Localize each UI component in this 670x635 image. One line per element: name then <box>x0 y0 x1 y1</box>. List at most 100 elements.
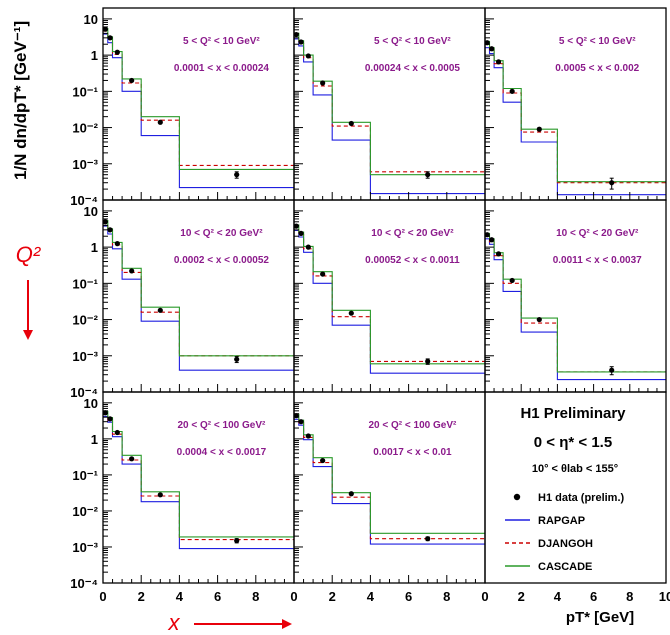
q2-range-label: 10 < Q² < 20 GeV² <box>556 228 639 239</box>
y-tick-label: 10⁻¹ <box>72 84 98 99</box>
q2-arrow-label: Q² <box>16 242 41 267</box>
x-range-label: 0.00052 < x < 0.0011 <box>365 255 460 266</box>
histogram-rapgap <box>294 418 485 545</box>
legend-data-marker <box>513 493 521 501</box>
y-tick-label: 10 <box>84 396 98 411</box>
data-point <box>157 119 163 125</box>
x-tick-label: 0 <box>290 589 297 604</box>
y-tick-label: 10⁻² <box>72 121 98 136</box>
q2-range-label: 10 < Q² < 20 GeV² <box>371 228 454 239</box>
y-tick-label: 10⁻³ <box>72 157 98 172</box>
data-point <box>305 53 311 59</box>
x-axis-label: pT* [GeV] <box>566 609 634 626</box>
q2-range-label: 5 < Q² < 10 GeV² <box>374 36 451 47</box>
histogram-cascade <box>294 32 485 176</box>
y-tick-label: 10⁻² <box>72 313 98 328</box>
data-point <box>320 457 326 464</box>
data-point <box>425 536 431 542</box>
panel-7: 20 < Q² < 100 GeV² 0.0004 < x < 0.0017 <box>102 391 295 584</box>
x-tick-label: 2 <box>138 589 145 604</box>
y-tick-label: 10⁻¹ <box>72 468 98 483</box>
data-point <box>129 268 135 274</box>
y-tick-label: 10⁻³ <box>72 540 98 555</box>
panel-2: 5 < Q² < 10 GeV² 0.00024 < x < 0.0005 <box>293 7 486 201</box>
data-point <box>234 172 240 178</box>
y-tick-label: 10⁻⁴ <box>70 576 98 591</box>
svg-text:1/N dn/dpT* [GeV⁻¹]: 1/N dn/dpT* [GeV⁻¹] <box>11 21 30 180</box>
histogram-djangoh <box>103 413 294 541</box>
y-tick-label: 1 <box>91 240 98 255</box>
q2-range-label: 5 < Q² < 10 GeV² <box>559 36 636 47</box>
x-tick-label: 0 <box>481 589 488 604</box>
data-point <box>320 80 326 86</box>
y-tick-label: 10⁻³ <box>72 349 98 364</box>
data-point <box>495 251 502 257</box>
y-tick-label: 1 <box>91 432 98 447</box>
x-range-label: 0.0001 < x < 0.00024 <box>174 63 270 74</box>
data-point <box>509 88 515 94</box>
histogram-cascade <box>485 232 666 373</box>
q2-range-label: 20 < Q² < 100 GeV² <box>369 420 457 431</box>
x-tick-label: 8 <box>626 589 633 604</box>
x-tick-label: 4 <box>367 589 375 604</box>
data-point <box>609 367 615 373</box>
x-tick-label: 4 <box>176 589 184 604</box>
legend-entry-cascade: CASCADE <box>538 561 592 573</box>
panel-3: 5 < Q² < 10 GeV² 0.0005 < x < 0.002 <box>484 7 667 201</box>
x-range-label: 0.0004 < x < 0.0017 <box>177 447 267 458</box>
panel-6: 10 < Q² < 20 GeV² 0.0011 < x < 0.0037 <box>484 199 667 393</box>
q2-range-label: 20 < Q² < 100 GeV² <box>178 420 266 431</box>
histogram-djangoh <box>294 35 485 173</box>
panel-frame <box>484 391 667 584</box>
x-tick-label: 2 <box>329 589 336 604</box>
legend-entry-rapgap: RAPGAP <box>538 515 585 527</box>
data-point <box>609 180 615 186</box>
x-tick-label: 0 <box>99 589 106 604</box>
y-tick-label: 10⁻² <box>72 504 98 519</box>
x-tick-label: 4 <box>554 589 562 604</box>
panel-5: 10 < Q² < 20 GeV² 0.00052 < x < 0.0011 <box>293 199 486 393</box>
histogram-cascade <box>103 410 294 538</box>
data-point <box>129 456 135 462</box>
histogram-djangoh <box>294 416 485 540</box>
histogram-cascade <box>103 28 294 170</box>
y-tick-label: 10 <box>84 12 98 27</box>
histogram-djangoh <box>103 30 294 166</box>
data-point <box>298 419 304 425</box>
data-point <box>489 237 495 243</box>
histogram-djangoh <box>294 226 485 362</box>
data-point <box>107 227 113 233</box>
data-point <box>107 35 113 41</box>
data-point <box>234 356 240 362</box>
histogram-rapgap <box>103 33 294 189</box>
legend-entry-data: H1 data (prelim.) <box>538 492 625 504</box>
x-tick-label: 6 <box>590 589 597 604</box>
x-tick-label: 8 <box>443 589 450 604</box>
data-point <box>305 433 311 439</box>
histogram-cascade <box>103 220 294 357</box>
x-range-label: 0.0011 < x < 0.0037 <box>553 255 642 266</box>
x-tick-label: 2 <box>518 589 525 604</box>
histogram-cascade <box>485 40 666 183</box>
x-range-label: 0.0005 < x < 0.002 <box>555 63 639 74</box>
data-point <box>348 491 354 497</box>
data-point <box>114 429 120 436</box>
histogram-rapgap <box>103 225 294 371</box>
x-range-label: 0.0002 < x < 0.00052 <box>174 255 270 266</box>
y-tick-label: 10 <box>84 204 98 219</box>
data-point <box>114 241 120 247</box>
x-tick-label: 6 <box>214 589 221 604</box>
y-tick-label: 1 <box>91 48 98 63</box>
legend: H1 Preliminary 0 < η* < 1.5 10° < θlab <… <box>505 405 626 573</box>
data-point <box>495 59 502 65</box>
data-point <box>489 46 495 52</box>
histogram-djangoh <box>103 222 294 357</box>
legend-entry-djangoh: DJANGOH <box>538 538 593 550</box>
data-point <box>234 538 240 544</box>
x-tick-label: 8 <box>252 589 259 604</box>
data-point <box>348 120 354 127</box>
histogram-rapgap <box>294 229 485 374</box>
x-range-label: 0.0017 < x < 0.01 <box>373 447 452 458</box>
data-point <box>157 492 163 498</box>
data-point <box>509 277 515 284</box>
